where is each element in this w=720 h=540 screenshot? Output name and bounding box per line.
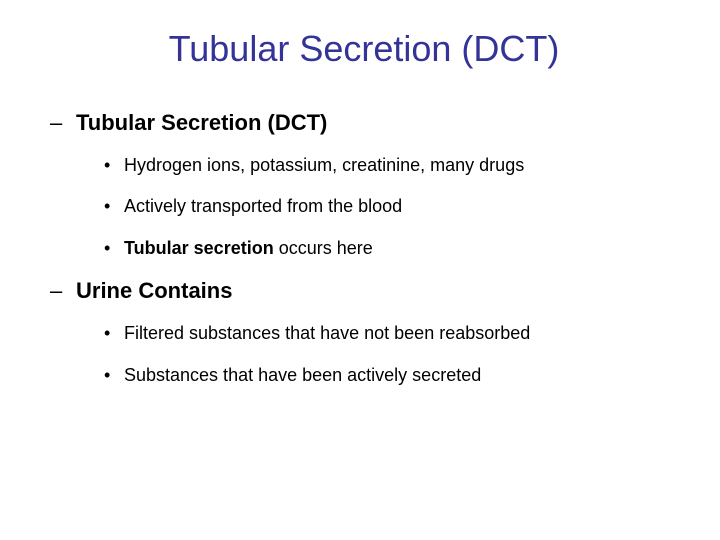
bullet-point: Actively transported from the blood [48, 195, 680, 218]
bullet-point: Hydrogen ions, potassium, creatinine, ma… [48, 154, 680, 177]
bullet-bold-prefix: Tubular secretion [124, 238, 274, 258]
section-heading: Urine Contains [48, 278, 680, 304]
bullet-point: Tubular secretion occurs here [48, 237, 680, 260]
bullet-point: Filtered substances that have not been r… [48, 322, 680, 345]
slide-title: Tubular Secretion (DCT) [48, 28, 680, 70]
section-heading: Tubular Secretion (DCT) [48, 110, 680, 136]
slide-container: Tubular Secretion (DCT) Tubular Secretio… [0, 0, 720, 540]
bullet-rest: occurs here [274, 238, 373, 258]
bullet-point: Substances that have been actively secre… [48, 364, 680, 387]
